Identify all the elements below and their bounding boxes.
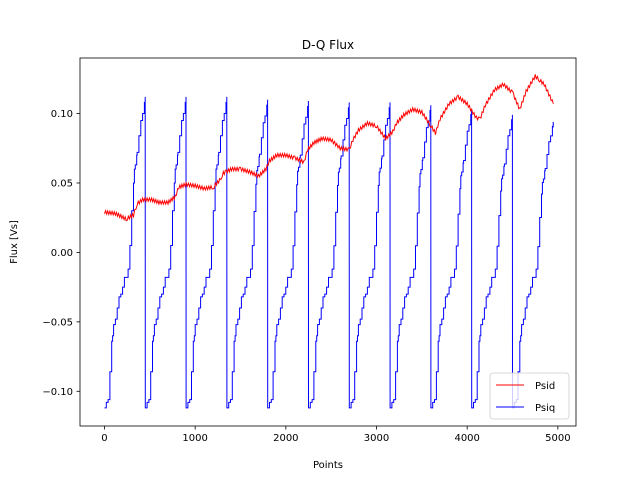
x-tick-label: 0	[101, 433, 107, 444]
series-line-psiq	[104, 96, 554, 409]
y-axis-label: Flux [Vs]	[9, 220, 20, 264]
plot-frame	[79, 57, 577, 427]
legend-label-psiq: Psiq	[535, 403, 555, 414]
x-tick-label: 3000	[364, 433, 389, 444]
series-line-psid	[104, 74, 554, 222]
x-tick-label: 2000	[273, 433, 298, 444]
chart-title: D-Q Flux	[302, 38, 354, 52]
y-tick-label: −0.10	[42, 387, 73, 398]
y-tick-label: 0.05	[51, 178, 73, 189]
legend: Psid Psiq	[489, 372, 570, 420]
y-axis: −0.10 −0.05 0.00 0.05 0.10	[42, 109, 80, 398]
x-axis-label: Points	[313, 460, 343, 471]
plot-lines	[104, 74, 554, 409]
y-tick-label: 0.00	[51, 248, 73, 259]
x-tick-label: 1000	[182, 433, 207, 444]
x-axis: 0 1000 2000 3000 4000 5000	[101, 426, 571, 444]
legend-label-psid: Psid	[535, 381, 555, 392]
y-tick-label: −0.05	[42, 317, 73, 328]
y-tick-label: 0.10	[51, 109, 73, 120]
x-tick-label: 5000	[545, 433, 570, 444]
legend-box	[489, 372, 570, 420]
x-tick-label: 4000	[454, 433, 479, 444]
